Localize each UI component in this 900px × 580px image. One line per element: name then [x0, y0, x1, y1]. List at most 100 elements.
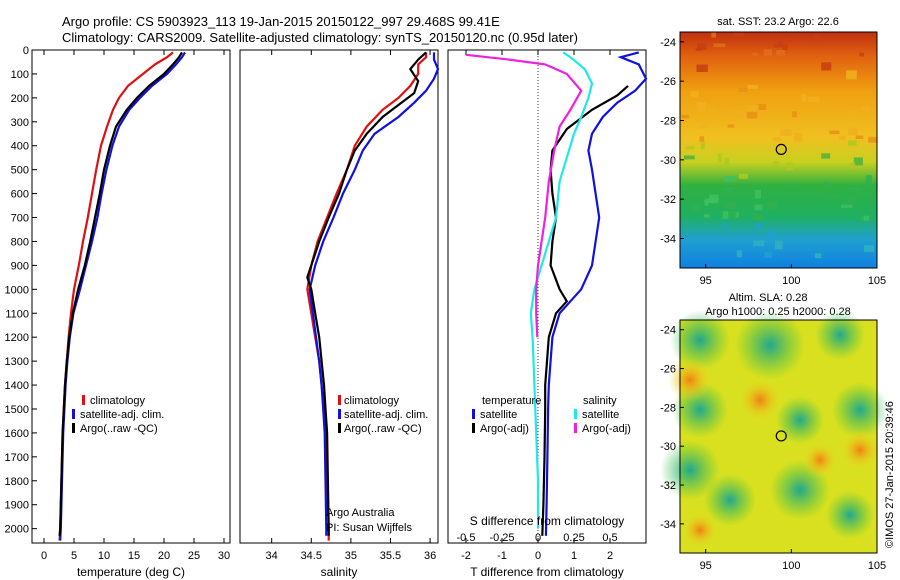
x-tick-label: 5	[71, 550, 77, 562]
legend-label-climatology: climatology	[344, 395, 400, 407]
difference-series	[465, 51, 648, 536]
x-tick-label: 35.5	[380, 550, 401, 562]
map-y-tick-label: -34	[660, 519, 676, 531]
sst-cell	[848, 111, 855, 115]
map-y-tick-label: -26	[660, 364, 676, 376]
sst-cell	[691, 202, 700, 211]
sst-cell	[777, 40, 784, 47]
map-y-tick-label: -34	[660, 234, 676, 246]
s-diff-tick-label: 0.5	[602, 532, 617, 544]
sst-cell	[705, 198, 718, 204]
imos-timestamp: ©IMOS 27-Jan-2015 20:39:46	[884, 401, 896, 548]
depth-tick-labels: 0 100 200 300 400 500 600 700 800 900 1000 1100 1200…	[5, 45, 37, 536]
sst-cell	[849, 162, 856, 169]
sla-map-texture	[660, 310, 888, 548]
sst-cell	[801, 93, 806, 102]
legend-swatch-satellite	[338, 409, 341, 419]
map-y-tick-label: -32	[660, 480, 676, 492]
sst-cell	[859, 52, 864, 57]
sst-cell	[697, 43, 707, 50]
legend-label-t-argo: Argo(-adj)	[480, 423, 529, 435]
sst-cell	[847, 198, 855, 204]
sla-anomaly-blob	[826, 491, 874, 539]
legend-swatch-satellite	[72, 409, 75, 419]
sla-map-tick-labels: 95 100 105 -24 -26 -28 -30 -32 -34	[660, 325, 886, 572]
sst-cell	[700, 141, 705, 150]
sst-cell	[681, 114, 689, 119]
sst-cell	[696, 64, 708, 72]
s-difference-xlabel: S difference from climatology	[470, 514, 625, 528]
y-tick-label: 1100	[5, 308, 29, 320]
sst-cell	[848, 127, 858, 136]
y-tick-label: 900	[11, 260, 29, 272]
sst-cell	[733, 111, 743, 118]
sla-anomaly-blob	[776, 396, 824, 444]
y-tick-label: 200	[11, 93, 29, 105]
y-tick-label: 1900	[5, 500, 29, 512]
t-difference-xlabel: T difference from climatology	[470, 565, 624, 579]
map-y-tick-label: -26	[660, 76, 676, 88]
sst-cell	[696, 102, 707, 111]
legend-swatch-t-satellite	[472, 409, 475, 419]
sst-cell	[776, 50, 785, 56]
sst-cell	[829, 130, 840, 135]
sla-anomaly-blob	[668, 358, 712, 402]
y-tick-label: 1300	[5, 356, 29, 368]
sst-cell	[782, 44, 788, 50]
sst-cell	[830, 194, 839, 199]
x-tick-label: 34.5	[301, 550, 322, 562]
y-tick-label: 1200	[5, 332, 29, 344]
legend-label-climatology: climatology	[90, 395, 146, 407]
sst-cell	[752, 52, 759, 56]
s-difference-tick-labels: -0.5 -0.25 0 0.25 0.5	[457, 532, 618, 544]
map-x-tick-label: 105	[868, 275, 886, 287]
sst-cell	[863, 215, 870, 221]
temperature-panel: 0100200300400500600700800900100011001200…	[5, 45, 231, 579]
sst-cell	[859, 216, 865, 221]
map-y-tick-label: -24	[660, 37, 676, 49]
sst-cell	[727, 211, 737, 218]
sst-cell	[821, 62, 832, 71]
sst-map-panel: sat. SST: 23.2 Argo: 22.6 95 100 105 -24 -26…	[660, 16, 886, 287]
sst-cell	[767, 231, 776, 237]
sla-anomaly-blob	[660, 440, 720, 500]
salinity-legend: climatology satellite-adj. clim. Argo(..…	[338, 395, 428, 435]
sst-cell	[752, 213, 764, 221]
map-x-tick-label: 95	[700, 560, 712, 572]
x-tick-label: 35	[345, 550, 357, 562]
legend-title-salinity: salinity	[583, 395, 617, 407]
t-difference-tick-labels: -2 -1 0 1 2	[461, 50, 613, 562]
series-line-temperature-satellite	[544, 51, 648, 536]
sst-cell	[713, 43, 726, 48]
salinity-axes-frame	[239, 49, 439, 544]
legend-swatch-climatology	[82, 395, 85, 405]
x-tick-label: 2	[607, 550, 613, 562]
y-tick-label: 400	[11, 141, 29, 153]
y-tick-label: 500	[11, 165, 29, 177]
y-tick-label: 1500	[5, 404, 29, 416]
series-line-satellite-adj-clim-	[59, 51, 186, 541]
sst-cell	[853, 157, 863, 166]
sst-cell	[754, 189, 761, 199]
sst-cell	[763, 49, 772, 57]
temperature-tick-labels: 0 5 10 15 20 25 30	[41, 50, 230, 562]
sst-cell	[864, 245, 874, 252]
map-y-tick-label: -30	[660, 441, 676, 453]
sst-cell	[755, 223, 762, 229]
sst-cell	[841, 204, 853, 208]
sst-cell	[684, 155, 695, 160]
legend-label-satellite: satellite-adj. clim.	[344, 409, 428, 421]
s-diff-tick-label: 0.25	[563, 532, 584, 544]
legend-label-s-satellite: satellite	[582, 409, 619, 421]
sst-cell	[839, 135, 846, 141]
sst-cell	[764, 251, 772, 259]
sst-argo-marker	[775, 143, 787, 156]
figure-title-line1: Argo profile: CS 5903923_113 19-Jan-2015…	[62, 14, 500, 29]
sla-map-panel: Altim. SLA: 0.28 Argo h1000: 0.25 h2000:…	[660, 292, 888, 572]
map-y-tick-label: -30	[660, 155, 676, 167]
sst-cell	[868, 183, 878, 188]
s-diff-tick-label: 0	[535, 532, 541, 544]
legend-label-t-satellite: satellite	[480, 409, 517, 421]
sst-cell	[695, 47, 703, 51]
y-tick-label: 1600	[5, 428, 29, 440]
